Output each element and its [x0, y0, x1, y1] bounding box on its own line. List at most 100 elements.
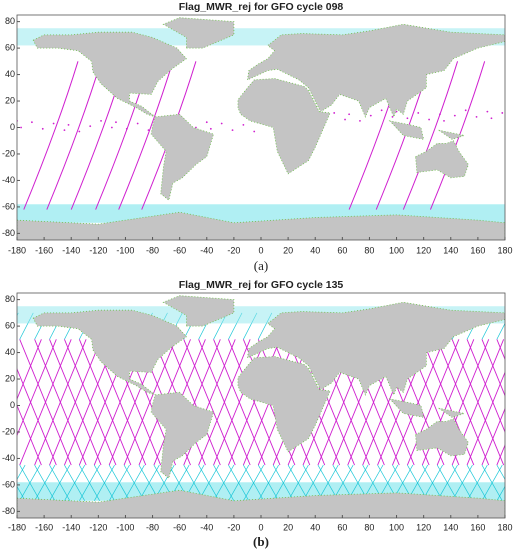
flag-dot [231, 129, 234, 132]
track [17, 464, 26, 481]
track [512, 465, 516, 501]
x-tick-label: 100 [389, 245, 404, 255]
track [429, 61, 486, 210]
track [228, 339, 281, 466]
track [213, 339, 266, 466]
track [422, 464, 443, 501]
flag-dot [52, 122, 55, 125]
track [198, 339, 251, 466]
flag-dot [417, 112, 420, 114]
flag-dot [110, 126, 113, 129]
track [466, 464, 488, 501]
track [17, 339, 42, 401]
x-tick-label: 20 [283, 245, 293, 255]
land [388, 120, 425, 140]
flag-dot [475, 116, 478, 118]
track [436, 339, 490, 466]
x-tick-label: 60 [337, 522, 347, 532]
land [150, 391, 215, 480]
y-tick-label: -40 [2, 175, 15, 185]
track [451, 464, 473, 501]
land [237, 78, 331, 175]
x-tick-label: 160 [470, 245, 485, 255]
y-tick-label: 20 [5, 373, 15, 383]
x-tick-label: -120 [89, 245, 107, 255]
track [287, 464, 309, 501]
land [246, 301, 505, 397]
flag-dot [115, 121, 117, 124]
land [246, 23, 505, 119]
land [17, 489, 505, 518]
x-tick-label: -20 [227, 522, 240, 532]
track [512, 339, 516, 465]
flag-dot [490, 117, 493, 120]
track [19, 464, 41, 501]
flag-dot [89, 125, 92, 128]
y-tick-label: 0 [10, 400, 15, 410]
flag-dot [395, 110, 398, 113]
x-tick-label: -40 [200, 522, 213, 532]
x-tick-label: 140 [443, 245, 458, 255]
land [32, 309, 188, 396]
y-tick-label: -80 [2, 506, 15, 516]
track [496, 485, 505, 501]
land [237, 356, 331, 453]
track [228, 464, 250, 501]
x-tick-label: -80 [146, 245, 159, 255]
flag-dot [348, 113, 351, 116]
track [17, 485, 26, 501]
flag-dot [31, 121, 33, 124]
flag-dot [406, 117, 409, 120]
y-tick-label: -60 [2, 479, 15, 489]
y-tick-label: 20 [5, 95, 15, 105]
track [93, 464, 115, 501]
flag-dot [443, 119, 445, 122]
flag-dot [253, 130, 256, 133]
flag-dot [333, 112, 336, 114]
track [0, 313, 3, 339]
track [34, 464, 56, 501]
y-tick-label: 60 [5, 320, 15, 330]
y-tick-label: 0 [10, 122, 15, 132]
flag-dot [359, 119, 361, 122]
flag-dot [67, 123, 70, 126]
x-tick-label: 0 [258, 245, 263, 255]
y-tick-label: -60 [2, 201, 15, 211]
flag-dot [369, 114, 372, 117]
track [23, 61, 79, 210]
x-tick-label: 40 [310, 522, 320, 532]
x-tick-label: -20 [227, 245, 240, 255]
y-tick-label: -80 [2, 228, 15, 238]
flag-dot [501, 112, 504, 114]
land [32, 31, 188, 118]
track [183, 339, 236, 466]
x-tick-label: -60 [173, 522, 186, 532]
track [317, 464, 339, 501]
flag-dot [242, 123, 245, 126]
track [302, 464, 324, 501]
x-tick-label: -100 [116, 522, 134, 532]
flag-dot [220, 122, 223, 125]
track [34, 339, 87, 466]
x-tick-label: 0 [258, 522, 263, 532]
track [198, 464, 220, 501]
x-tick-label: -60 [173, 245, 186, 255]
map-area [17, 15, 505, 240]
land [415, 418, 469, 457]
x-tick-label: -140 [62, 245, 80, 255]
flag-dot [380, 109, 383, 112]
x-tick-label: -120 [89, 522, 107, 532]
panel-label: (b) [253, 534, 269, 549]
track [79, 464, 100, 501]
land [438, 407, 466, 418]
x-tick-label: -40 [200, 245, 213, 255]
panel-label: (a) [254, 258, 268, 273]
y-tick-label: 40 [5, 69, 15, 79]
track [17, 367, 57, 466]
x-tick-label: 140 [443, 522, 458, 532]
flag-dot [439, 113, 441, 116]
land [415, 140, 469, 179]
flag-dot [63, 129, 66, 132]
flag-dot [20, 126, 22, 129]
